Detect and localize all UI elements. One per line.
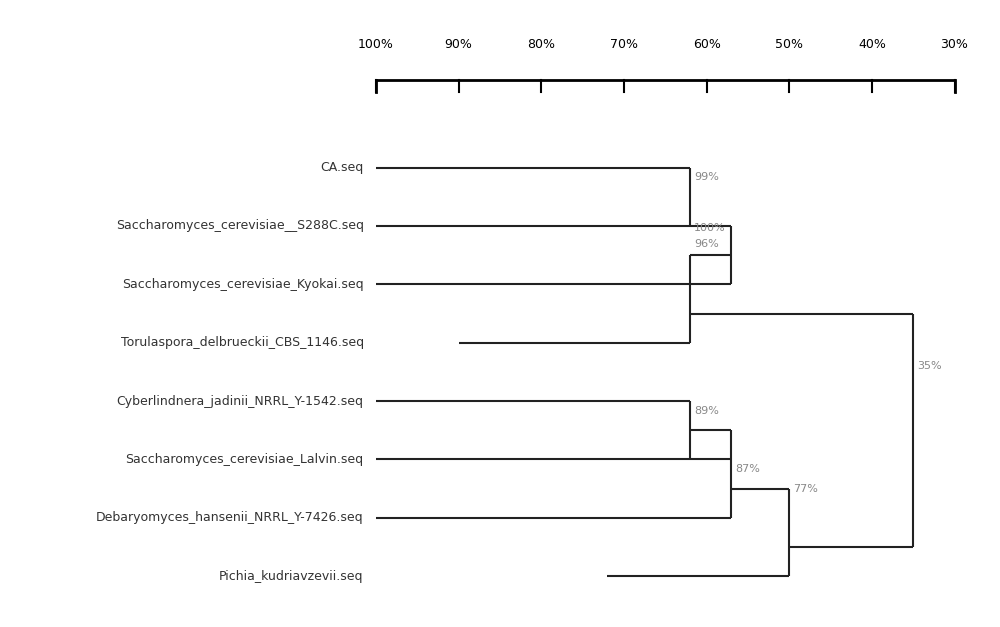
- Text: 40%: 40%: [858, 38, 886, 51]
- Text: 89%: 89%: [694, 406, 719, 416]
- Text: Debaryomyces_hansenii_NRRL_Y-7426.seq: Debaryomyces_hansenii_NRRL_Y-7426.seq: [96, 511, 364, 524]
- Text: 100%: 100%: [694, 223, 726, 233]
- Text: Cyberlindnera_jadinii_NRRL_Y-1542.seq: Cyberlindnera_jadinii_NRRL_Y-1542.seq: [117, 394, 364, 408]
- Text: 60%: 60%: [693, 38, 721, 51]
- Text: Pichia_kudriavzevii.seq: Pichia_kudriavzevii.seq: [219, 570, 364, 582]
- Text: 30%: 30%: [941, 38, 968, 51]
- Text: 100%: 100%: [358, 38, 394, 51]
- Text: 70%: 70%: [610, 38, 638, 51]
- Text: 99%: 99%: [694, 172, 719, 182]
- Text: 80%: 80%: [527, 38, 555, 51]
- Text: CA.seq: CA.seq: [320, 161, 364, 174]
- Text: 96%: 96%: [694, 240, 719, 250]
- Text: 35%: 35%: [917, 361, 942, 371]
- Text: 87%: 87%: [736, 464, 760, 474]
- Text: Torulaspora_delbrueckii_CBS_1146.seq: Torulaspora_delbrueckii_CBS_1146.seq: [121, 336, 364, 349]
- Text: 77%: 77%: [793, 485, 818, 495]
- Text: 50%: 50%: [775, 38, 803, 51]
- Text: Saccharomyces_cerevisiae__S288C.seq: Saccharomyces_cerevisiae__S288C.seq: [116, 219, 364, 233]
- Text: Saccharomyces_cerevisiae_Kyokai.seq: Saccharomyces_cerevisiae_Kyokai.seq: [122, 278, 364, 291]
- Text: Saccharomyces_cerevisiae_Lalvin.seq: Saccharomyces_cerevisiae_Lalvin.seq: [126, 453, 364, 466]
- Text: 90%: 90%: [445, 38, 473, 51]
